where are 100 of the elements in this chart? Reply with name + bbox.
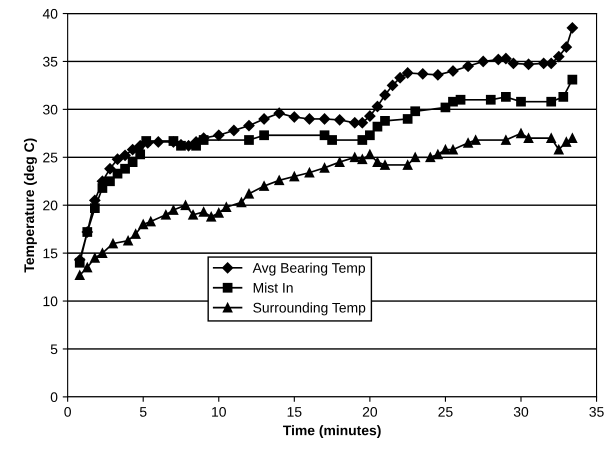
x-tick-label: 10 — [212, 406, 226, 417]
x-tick-label: 5 — [140, 407, 146, 417]
point — [417, 68, 428, 80]
point — [334, 114, 346, 126]
point — [433, 150, 443, 160]
point — [357, 135, 368, 145]
point — [259, 130, 269, 140]
point — [274, 108, 285, 119]
point — [365, 130, 375, 140]
point — [112, 168, 122, 178]
point — [463, 138, 473, 148]
point — [402, 114, 413, 124]
point — [440, 102, 450, 112]
point — [119, 150, 131, 161]
point — [108, 238, 118, 248]
point — [120, 164, 130, 174]
point — [561, 137, 572, 147]
point — [180, 200, 190, 210]
legend-label: Surrounding Temp — [253, 302, 366, 316]
point — [478, 56, 489, 68]
y-tick-label: 15 — [44, 248, 58, 258]
point — [327, 135, 337, 145]
point — [161, 210, 171, 220]
point — [74, 270, 85, 280]
point — [104, 163, 116, 174]
point — [568, 133, 578, 143]
point — [386, 80, 398, 92]
y-tick-label: 35 — [43, 56, 58, 67]
point — [365, 150, 375, 160]
point — [432, 69, 444, 80]
x-tick-label: 30 — [514, 406, 528, 417]
y-tick-label: 30 — [43, 104, 58, 115]
legend-label: Mist In — [254, 282, 293, 293]
x-tick-label: 35 — [589, 406, 604, 417]
point — [402, 67, 414, 79]
point — [168, 205, 178, 215]
point — [440, 144, 450, 154]
point — [198, 207, 209, 217]
x-tick-label: 20 — [362, 406, 378, 417]
point — [350, 152, 360, 162]
point — [486, 94, 496, 105]
point — [402, 160, 413, 170]
point — [364, 110, 376, 122]
point — [380, 116, 390, 126]
point — [501, 135, 511, 145]
point — [90, 203, 100, 213]
y-tick-label: 0 — [50, 392, 58, 402]
point — [198, 135, 209, 145]
point — [501, 92, 511, 102]
point — [516, 96, 526, 107]
y-axis-title: Temperature (deg C) — [24, 138, 37, 272]
point — [566, 22, 578, 34]
point — [221, 202, 232, 212]
point — [112, 154, 124, 165]
point — [123, 236, 133, 246]
point — [320, 162, 330, 173]
point — [128, 157, 138, 167]
point — [524, 133, 534, 143]
y-tick-label: 5 — [50, 344, 58, 354]
point — [74, 258, 85, 268]
point — [447, 65, 459, 77]
point — [558, 92, 568, 102]
point — [90, 253, 100, 263]
point — [372, 100, 384, 112]
point — [188, 210, 198, 220]
point — [228, 124, 240, 136]
x-tick-label: 15 — [288, 407, 302, 417]
point — [214, 208, 224, 218]
point — [274, 175, 284, 186]
x-axis-title: Time (minutes) — [282, 425, 381, 438]
point — [289, 172, 300, 182]
y-tick-label: 10 — [44, 296, 58, 306]
point — [456, 94, 466, 105]
point — [357, 154, 368, 164]
point — [448, 144, 458, 154]
point — [522, 58, 534, 70]
point — [410, 106, 420, 116]
point — [130, 229, 141, 239]
point — [410, 152, 420, 162]
point — [127, 144, 138, 156]
point — [372, 122, 382, 132]
point — [318, 113, 330, 125]
point — [105, 176, 115, 186]
point — [546, 133, 556, 143]
point — [244, 135, 254, 145]
point — [394, 72, 406, 84]
point — [141, 136, 152, 146]
x-tick-label: 25 — [438, 406, 453, 417]
point — [135, 150, 146, 160]
point — [462, 60, 474, 72]
point — [82, 227, 92, 237]
point — [554, 144, 564, 154]
point — [492, 54, 504, 66]
point — [168, 136, 178, 146]
point — [138, 220, 148, 230]
y-tick-label: 20 — [43, 200, 58, 210]
x-tick-label: 0 — [64, 406, 71, 417]
point — [379, 89, 391, 101]
point — [372, 157, 382, 167]
point — [98, 248, 108, 258]
